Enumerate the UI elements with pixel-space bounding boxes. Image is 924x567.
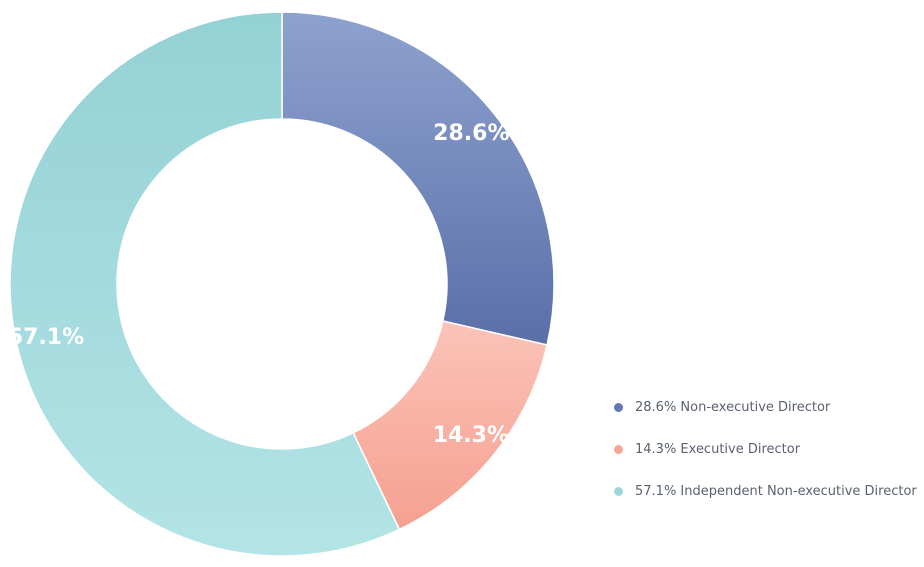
- legend-marker: [614, 486, 623, 496]
- legend-label: 28.6% Non-executive Director: [635, 399, 831, 415]
- chart-legend: 28.6% Non-executive Director 14.3% Execu…: [614, 396, 917, 522]
- slice-label-independent-non-executive-director: 57.1%: [8, 325, 84, 350]
- legend-marker: [614, 402, 623, 412]
- slice-label-non-executive-director: 28.6%: [433, 121, 509, 146]
- legend-label: 14.3% Executive Director: [635, 441, 801, 457]
- chart-slices: [9, 11, 555, 557]
- slice-non-executive-director[interactable]: [281, 11, 555, 346]
- legend-item-non-executive-director[interactable]: 28.6% Non-executive Director: [614, 396, 917, 418]
- chart-slice-labels: 28.6% 14.3% 57.1%: [8, 121, 510, 448]
- legend-item-executive-director[interactable]: 14.3% Executive Director: [614, 438, 917, 460]
- slice-label-executive-director: 14.3%: [433, 423, 509, 448]
- legend-marker: [614, 444, 623, 454]
- slice-independent-non-executive-director[interactable]: [9, 11, 401, 557]
- legend-item-independent-non-executive-director[interactable]: 57.1% Independent Non-executive Director: [614, 480, 917, 502]
- legend-label: 57.1% Independent Non-executive Director: [635, 483, 917, 499]
